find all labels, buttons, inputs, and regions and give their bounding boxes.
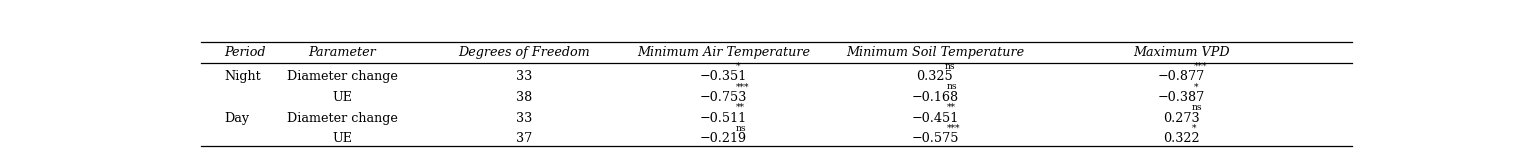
Text: −0.219: −0.219 (700, 132, 747, 145)
Text: ns: ns (736, 124, 747, 133)
Text: −0.753: −0.753 (700, 91, 747, 104)
Text: 37: 37 (517, 132, 532, 145)
Text: Minimum Air Temperature: Minimum Air Temperature (638, 46, 811, 59)
Text: UE: UE (332, 132, 351, 145)
Text: ns: ns (1192, 103, 1203, 112)
Text: Diameter change: Diameter change (286, 112, 397, 125)
Text: ns: ns (945, 62, 956, 71)
Text: −0.575: −0.575 (911, 132, 959, 145)
Text: Degrees of Freedom: Degrees of Freedom (458, 46, 589, 59)
Text: −0.387: −0.387 (1157, 91, 1204, 104)
Text: Minimum Soil Temperature: Minimum Soil Temperature (845, 46, 1024, 59)
Text: −0.877: −0.877 (1157, 70, 1204, 83)
Text: *: * (736, 62, 741, 71)
Text: Night: Night (224, 70, 262, 83)
Text: ***: *** (1194, 62, 1207, 71)
Text: **: ** (947, 103, 956, 112)
Text: 33: 33 (517, 112, 532, 125)
Text: 38: 38 (517, 91, 532, 104)
Text: −0.168: −0.168 (912, 91, 959, 104)
Text: *: * (1192, 124, 1195, 133)
Text: −0.351: −0.351 (700, 70, 747, 83)
Text: −0.511: −0.511 (700, 112, 747, 125)
Text: Diameter change: Diameter change (286, 70, 397, 83)
Text: 0.273: 0.273 (1164, 112, 1200, 125)
Text: 33: 33 (517, 70, 532, 83)
Text: **: ** (736, 103, 745, 112)
Text: 0.325: 0.325 (917, 70, 953, 83)
Text: Day: Day (224, 112, 250, 125)
Text: ***: *** (736, 82, 750, 91)
Text: Parameter: Parameter (308, 46, 376, 59)
Text: −0.451: −0.451 (912, 112, 959, 125)
Text: UE: UE (332, 91, 351, 104)
Text: ns: ns (947, 82, 957, 91)
Text: ***: *** (947, 124, 961, 133)
Text: Maximum VPD: Maximum VPD (1133, 46, 1230, 59)
Text: Period: Period (224, 46, 267, 59)
Text: 0.322: 0.322 (1164, 132, 1200, 145)
Text: *: * (1194, 82, 1198, 91)
